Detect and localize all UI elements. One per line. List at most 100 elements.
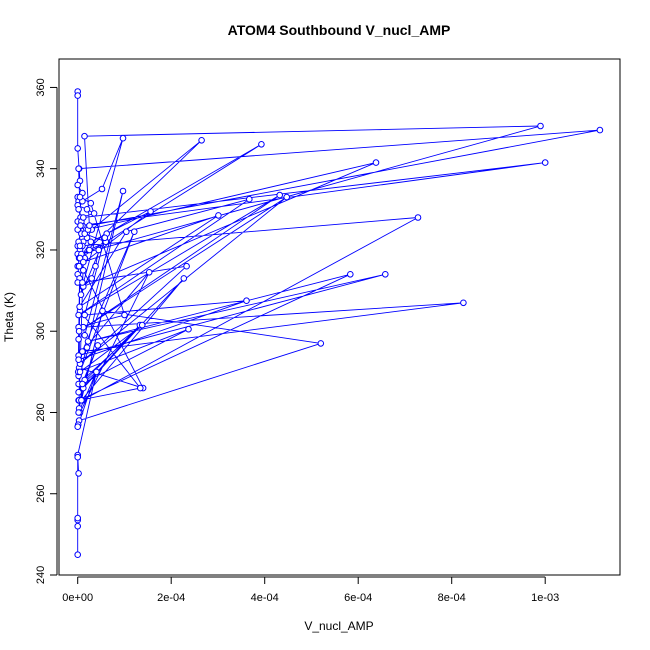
- data-point: [78, 397, 85, 404]
- data-point: [372, 159, 380, 166]
- x-tick-label: 1e-03: [531, 592, 559, 604]
- data-point: [74, 92, 81, 99]
- data-point: [537, 122, 544, 130]
- plot-frame: [58, 58, 621, 576]
- data-point: [75, 165, 82, 172]
- data-point: [81, 332, 88, 339]
- data-point: [76, 193, 84, 201]
- data-point: [74, 181, 81, 189]
- data-point: [180, 275, 188, 282]
- data-point: [79, 279, 86, 286]
- data-point: [75, 356, 82, 364]
- data-point: [95, 246, 102, 254]
- data-point: [75, 262, 83, 270]
- data-point: [74, 522, 81, 530]
- data-point: [76, 242, 84, 250]
- data-point: [81, 311, 88, 319]
- data-point: [147, 208, 154, 215]
- data-point: [382, 271, 389, 278]
- y-tick-label: 320: [35, 241, 47, 259]
- data-point: [74, 423, 81, 431]
- data-point: [84, 338, 92, 345]
- data-point: [99, 307, 106, 315]
- data-point: [75, 327, 83, 335]
- data-point: [81, 132, 88, 140]
- data-point: [76, 303, 83, 311]
- y-tick-label: 280: [35, 403, 47, 421]
- data-point: [90, 210, 98, 217]
- data-point: [86, 246, 93, 254]
- data-point: [92, 262, 99, 270]
- data-point: [80, 258, 87, 266]
- y-tick-label: 360: [35, 78, 47, 96]
- data-point: [74, 145, 81, 152]
- data-point: [74, 514, 81, 522]
- x-axis-label: V_nucl_AMP: [304, 619, 373, 633]
- x-tick-label: 4e-04: [251, 592, 279, 604]
- data-point: [243, 297, 250, 305]
- y-tick-label: 260: [35, 485, 47, 503]
- data-point: [276, 191, 284, 199]
- x-tick-label: 6e-04: [344, 592, 372, 604]
- data-point: [93, 368, 100, 376]
- data-point: [86, 222, 93, 229]
- data-point: [137, 384, 144, 392]
- data-point: [94, 342, 102, 349]
- data-point: [183, 262, 190, 270]
- data-point: [98, 185, 106, 193]
- data-point: [83, 344, 91, 351]
- data-point: [77, 291, 85, 299]
- x-tick-label: 0e+00: [62, 592, 93, 604]
- x-tick-label: 2e-04: [157, 592, 185, 604]
- data-point: [145, 269, 153, 276]
- data-point: [75, 206, 82, 213]
- chart-title: ATOM4 Southbound V_nucl_AMP: [228, 22, 451, 38]
- data-point: [75, 336, 82, 343]
- y-tick-label: 300: [35, 322, 47, 340]
- data-point: [75, 409, 82, 416]
- data-point: [101, 234, 109, 242]
- data-point: [119, 134, 127, 142]
- data-point: [80, 214, 87, 221]
- data-point: [88, 275, 95, 282]
- data-point: [80, 267, 87, 274]
- data-point: [76, 368, 84, 376]
- data-point: [83, 206, 91, 213]
- data-point: [138, 321, 146, 329]
- data-point: [246, 195, 253, 203]
- data-point: [75, 311, 82, 319]
- y-axis-label: Theta (K): [2, 292, 16, 342]
- data-point: [460, 299, 467, 307]
- data-point: [347, 271, 354, 278]
- data-point: [283, 193, 291, 201]
- data-point: [185, 325, 192, 333]
- y-tick-label: 340: [35, 160, 47, 178]
- data-point: [81, 230, 88, 237]
- data-point: [75, 388, 82, 396]
- data-point: [198, 137, 205, 144]
- data-point: [258, 141, 265, 148]
- data-point: [74, 551, 81, 559]
- data-point: [87, 238, 95, 246]
- data-point: [75, 470, 82, 477]
- series-line: [77, 91, 600, 555]
- data-point: [74, 453, 81, 461]
- data-point: [87, 199, 95, 207]
- data-point: [596, 126, 604, 134]
- data-point: [79, 348, 86, 355]
- data-point: [541, 159, 549, 166]
- data-point: [123, 228, 130, 235]
- data-point: [215, 212, 222, 219]
- x-tick-label: 8e-04: [438, 592, 466, 604]
- data-point: [414, 214, 422, 221]
- series-layer: [74, 88, 604, 559]
- data-point: [131, 228, 138, 235]
- data-point: [121, 311, 128, 319]
- data-point: [119, 187, 127, 195]
- axes: 0e+00 2e-04 4e-04 6e-04 8e-04 1e-03 240 260 280 3…: [35, 78, 559, 604]
- data-point: [79, 380, 86, 388]
- data-point: [317, 340, 325, 347]
- y-tick-label: 240: [35, 566, 47, 584]
- data-point: [77, 222, 84, 229]
